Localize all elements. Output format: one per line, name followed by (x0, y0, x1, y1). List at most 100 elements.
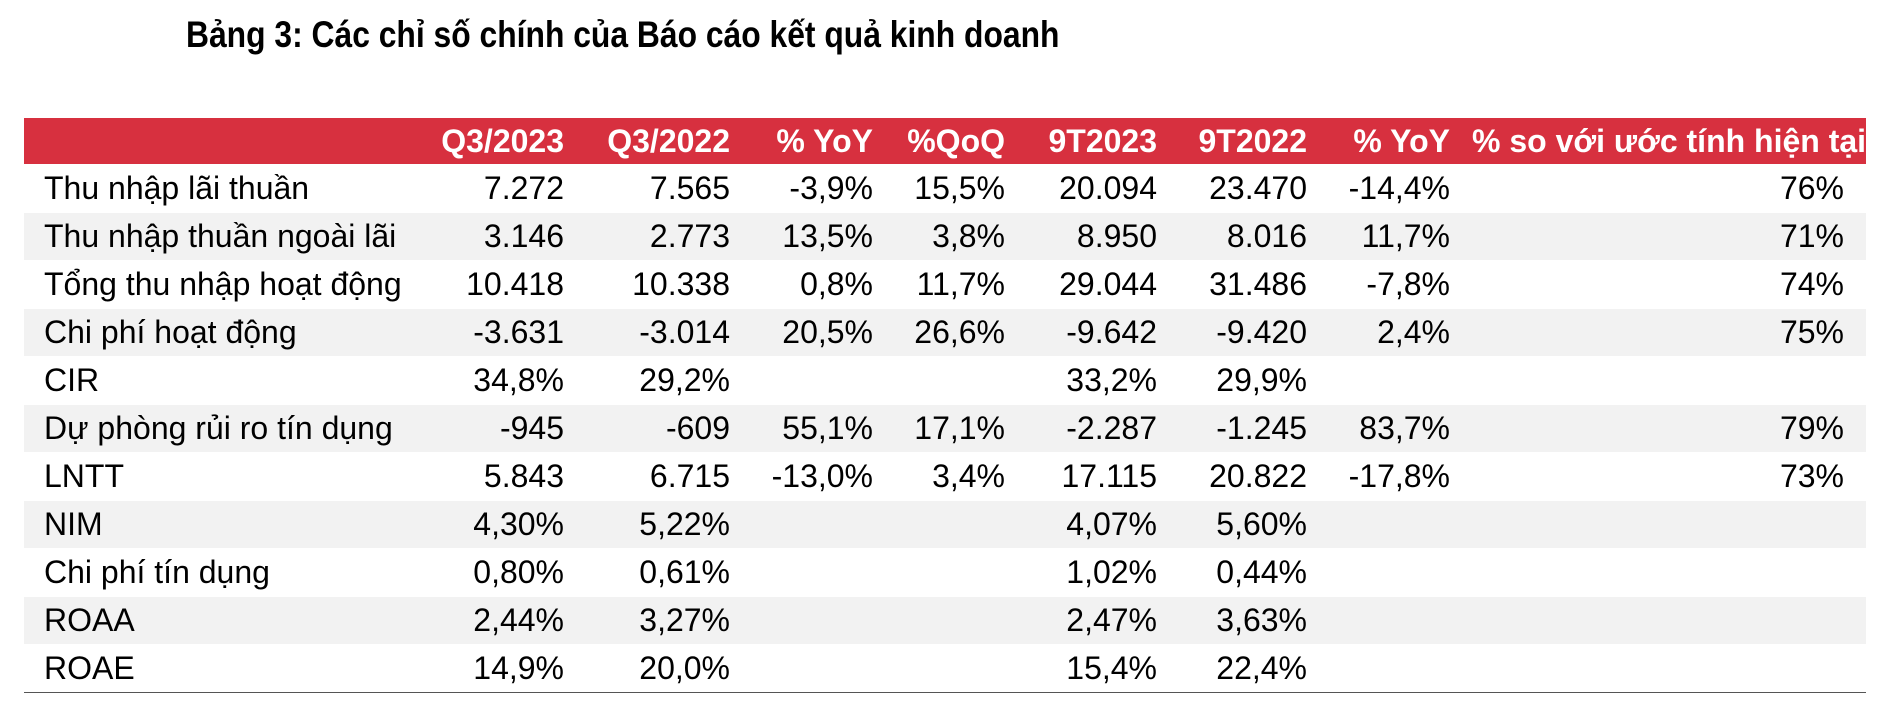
table-cell: 1,02% (1027, 548, 1179, 597)
table-cell: 14,9% (374, 644, 586, 693)
header-cell: % YoY (1329, 118, 1472, 165)
table-cell: 23.470 (1179, 164, 1329, 213)
header-cell: %QoQ (895, 118, 1027, 165)
table-cell (1472, 500, 1866, 549)
table-cell: 20,0% (586, 644, 752, 693)
table-cell: 2,47% (1027, 596, 1179, 645)
table-cell (752, 500, 895, 549)
table-row: Chi phí hoạt động -3.631 -3.014 20,5% 26,6% -… (24, 308, 1866, 357)
page-title: Bảng 3: Các chỉ số chính của Báo cáo kết… (186, 14, 1060, 55)
table-cell (1472, 548, 1866, 597)
table-cell: -1.245 (1179, 404, 1329, 453)
table-cell: 8.016 (1179, 212, 1329, 261)
table-cell (895, 548, 1027, 597)
table-cell: 0,8% (752, 260, 895, 309)
table-cell: 3,63% (1179, 596, 1329, 645)
table-cell: 83,7% (1329, 404, 1472, 453)
table-cell: 15,5% (895, 164, 1027, 213)
table-cell: 6.715 (586, 452, 752, 501)
table-cell: 7.565 (586, 164, 752, 213)
table-cell (1329, 356, 1472, 405)
table-cell: 71% (1472, 212, 1866, 261)
table-cell: 5.843 (374, 452, 586, 501)
table-cell: 15,4% (1027, 644, 1179, 693)
table-cell: 79% (1472, 404, 1866, 453)
table-cell (1329, 548, 1472, 597)
table-cell: 3.146 (374, 212, 586, 261)
header-cell: Q3/2023 (374, 118, 586, 165)
row-label: CIR (24, 356, 374, 405)
table-cell: 13,5% (752, 212, 895, 261)
table-cell (1329, 596, 1472, 645)
table-cell: 5,22% (586, 500, 752, 549)
row-label: Thu nhập thuần ngoài lãi (24, 212, 396, 261)
row-label: Tổng thu nhập hoạt động (24, 260, 402, 309)
table-row: ROAA 2,44% 3,27% 2,47% 3,63% (24, 596, 1866, 645)
table-row: LNTT 5.843 6.715 -13,0% 3,4% 17.115 20.822 -17,… (24, 452, 1866, 501)
table-cell: 10.418 (374, 260, 586, 309)
table-row: Chi phí tín dụng 0,80% 0,61% 1,02% 0,44% (24, 548, 1866, 597)
table-row: Dự phòng rủi ro tín dụng -945 -609 55,1% 17,… (24, 404, 1866, 453)
table-cell: 4,07% (1027, 500, 1179, 549)
table-cell (895, 596, 1027, 645)
table-cell: 33,2% (1027, 356, 1179, 405)
table-cell (752, 356, 895, 405)
table-cell: -945 (374, 404, 586, 453)
header-cell: 9T2022 (1179, 118, 1329, 165)
table-cell: 11,7% (1329, 212, 1472, 261)
table-cell: 0,80% (374, 548, 586, 597)
table-cell: -14,4% (1329, 164, 1472, 213)
row-label: Thu nhập lãi thuần (24, 164, 374, 213)
table-cell: 0,61% (586, 548, 752, 597)
table-cell: -3.631 (374, 308, 586, 357)
table-cell: -2.287 (1027, 404, 1179, 453)
table-body: Thu nhập lãi thuần 7.272 7.565 -3,9% 15,5% 20… (24, 164, 1866, 693)
table-cell (895, 500, 1027, 549)
header-cell: Q3/2022 (586, 118, 752, 165)
table-cell: 17,1% (895, 404, 1027, 453)
table-cell: 7.272 (374, 164, 586, 213)
table-cell (895, 356, 1027, 405)
table-cell: 3,8% (895, 212, 1027, 261)
table-cell (1472, 596, 1866, 645)
table-header-row: Q3/2023 Q3/2022 % YoY %QoQ 9T2023 9T2022… (24, 118, 1866, 165)
financial-table: Q3/2023 Q3/2022 % YoY %QoQ 9T2023 9T2022… (24, 118, 1866, 693)
table-cell: 5,60% (1179, 500, 1329, 549)
table-cell: 3,27% (586, 596, 752, 645)
table-cell: 76% (1472, 164, 1866, 213)
table-cell: 29,9% (1179, 356, 1329, 405)
table-cell: 26,6% (895, 308, 1027, 357)
table-row: CIR 34,8% 29,2% 33,2% 29,9% (24, 356, 1866, 405)
table-cell: 3,4% (895, 452, 1027, 501)
row-label: Dự phòng rủi ro tín dụng (24, 404, 393, 453)
header-cell: 9T2023 (1027, 118, 1179, 165)
table-cell: 34,8% (374, 356, 586, 405)
table-cell: -9.642 (1027, 308, 1179, 357)
table-cell (1329, 644, 1472, 693)
row-label: ROAE (24, 644, 374, 693)
table-cell (1472, 356, 1866, 405)
row-label: ROAA (24, 596, 374, 645)
table-row: Thu nhập thuần ngoài lãi 3.146 2.773 13,5% 3… (24, 212, 1866, 261)
table-cell: 22,4% (1179, 644, 1329, 693)
table-cell: 17.115 (1027, 452, 1179, 501)
row-label: Chi phí tín dụng (24, 548, 374, 597)
table-cell: 0,44% (1179, 548, 1329, 597)
table-cell (752, 644, 895, 693)
table-cell: 2,4% (1329, 308, 1472, 357)
table-row: ROAE 14,9% 20,0% 15,4% 22,4% (24, 644, 1866, 693)
table-cell: 55,1% (752, 404, 895, 453)
table-cell (752, 596, 895, 645)
table-cell: -9.420 (1179, 308, 1329, 357)
row-label: Chi phí hoạt động (24, 308, 374, 357)
table-cell (1329, 500, 1472, 549)
table-row: Thu nhập lãi thuần 7.272 7.565 -3,9% 15,5% 20… (24, 164, 1866, 213)
table-cell: -17,8% (1329, 452, 1472, 501)
table-cell: 2,44% (374, 596, 586, 645)
table-cell: 20,5% (752, 308, 895, 357)
table-cell: 8.950 (1027, 212, 1179, 261)
table-cell: 4,30% (374, 500, 586, 549)
table-row: Tổng thu nhập hoạt động 10.418 10.338 0,8% 1… (24, 260, 1866, 309)
row-label: NIM (24, 500, 374, 549)
table-cell: -609 (586, 404, 752, 453)
